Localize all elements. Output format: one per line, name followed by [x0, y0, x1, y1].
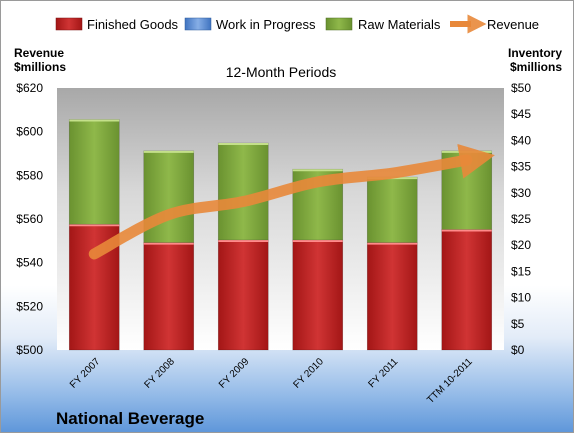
- bar-raw-materials: [367, 177, 417, 243]
- y-right-title-line2: $millions: [510, 60, 562, 74]
- legend-label-raw-materials: Raw Materials: [358, 17, 441, 32]
- bar-finished-goods: [218, 240, 268, 350]
- legend-item-raw-materials: Raw Materials: [326, 17, 441, 32]
- category-label: FY 2007: [68, 356, 103, 391]
- right-tick-label: $20: [511, 238, 531, 252]
- y-right-title-line1: Inventory: [508, 46, 562, 60]
- right-tick-label: $25: [511, 212, 531, 226]
- right-tick-label: $10: [511, 291, 531, 305]
- category-label: FY 2008: [142, 356, 177, 391]
- legend-label-revenue: Revenue: [487, 17, 539, 32]
- left-tick-label: $500: [16, 343, 43, 357]
- right-tick-label: $5: [511, 317, 525, 331]
- bar-finished-goods: [442, 229, 492, 350]
- right-tick-label: $35: [511, 160, 531, 174]
- legend-swatch-raw-materials: [326, 18, 352, 30]
- category-labels: FY 2007 FY 2008 FY 2009 FY 2010 FY 2011 TTM 1…: [68, 356, 475, 406]
- bar-raw-materials: [144, 151, 194, 243]
- legend-item-finished-goods: Finished Goods: [56, 17, 179, 32]
- chart-subtitle: 12-Month Periods: [226, 64, 337, 80]
- legend-item-revenue: Revenue: [450, 17, 539, 32]
- category-label: FY 2011: [367, 356, 401, 390]
- bar-raw-materials: [69, 119, 119, 224]
- right-tick-label: $40: [511, 133, 531, 147]
- bar-finished-goods: [144, 243, 194, 350]
- left-tick-label: $540: [16, 256, 43, 270]
- legend-swatch-finished-goods: [56, 18, 82, 30]
- left-tick-label: $620: [16, 81, 43, 95]
- bar-finished-goods: [293, 240, 343, 350]
- category-label: TTM 10-2011: [425, 356, 475, 406]
- left-tick-label: $600: [16, 125, 43, 139]
- left-axis-ticks: $500 $520 $540 $560 $580 $600 $620: [16, 81, 43, 357]
- left-tick-label: $520: [16, 299, 43, 313]
- legend-item-work-in-progress: Work in Progress: [185, 17, 316, 32]
- right-tick-label: $50: [511, 81, 531, 95]
- legend: Finished Goods Work in Progress Raw Mate…: [56, 17, 539, 32]
- right-axis-ticks: $0 $5 $10 $15 $20 $25 $30 $35 $40 $45 $50: [511, 81, 531, 357]
- left-tick-label: $560: [16, 212, 43, 226]
- right-tick-label: $0: [511, 343, 525, 357]
- legend-label-finished-goods: Finished Goods: [87, 17, 179, 32]
- legend-swatch-work-in-progress: [185, 18, 211, 30]
- left-tick-label: $580: [16, 168, 43, 182]
- right-tick-label: $30: [511, 186, 531, 200]
- plot-area: [57, 88, 504, 350]
- category-label: FY 2009: [217, 356, 252, 391]
- right-tick-label: $45: [511, 107, 531, 121]
- y-left-title-line1: Revenue: [14, 46, 64, 60]
- legend-label-work-in-progress: Work in Progress: [216, 17, 316, 32]
- bar-finished-goods: [367, 243, 417, 350]
- company-name: National Beverage: [56, 409, 204, 428]
- y-left-title-line2: $millions: [14, 60, 66, 74]
- right-tick-label: $15: [511, 264, 531, 278]
- category-label: FY 2010: [291, 356, 326, 391]
